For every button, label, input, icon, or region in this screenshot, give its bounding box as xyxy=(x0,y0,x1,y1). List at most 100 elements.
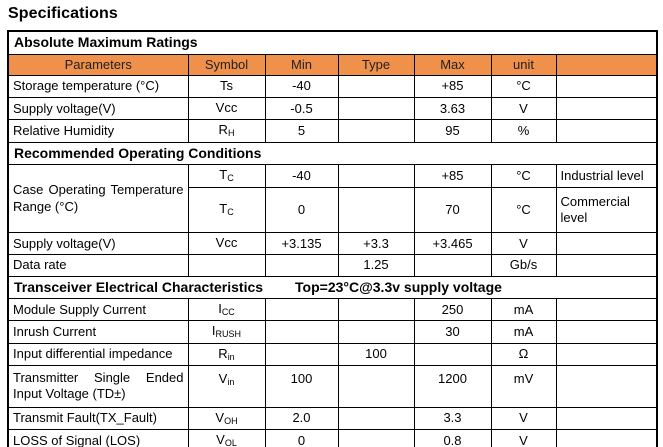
unit-cell: mA xyxy=(490,297,557,322)
max-cell: 3.3 xyxy=(413,406,492,431)
table-row-supply-voltage-roc: Supply voltage(V) Vcc +3.135 +3.3 +3.465… xyxy=(7,231,658,256)
min-cell: -40 xyxy=(264,74,339,99)
min-cell: 2.0 xyxy=(264,406,339,431)
type-cell: +3.3 xyxy=(337,231,415,256)
param-cell: Data rate xyxy=(7,254,189,277)
param-cell: Storage temperature (°C) xyxy=(7,74,189,99)
note-cell xyxy=(555,231,658,256)
specifications-table: Absolute Maximum Ratings Parameters Symb… xyxy=(7,30,659,447)
table-row-relative-humidity: Relative Humidity RH 5 95 % xyxy=(7,119,658,143)
min-cell xyxy=(264,320,339,344)
min-cell: 0 xyxy=(264,187,339,233)
symbol-cell: VOL xyxy=(187,429,266,447)
column-header-max: Max xyxy=(413,53,492,76)
section-title: Transceiver Electrical Characteristics To… xyxy=(7,275,658,299)
section-title-text: Transceiver Electrical Characteristics xyxy=(14,278,264,295)
type-cell xyxy=(337,96,415,121)
symbol-cell: Vcc xyxy=(187,96,266,121)
symbol-cell: RH xyxy=(187,119,266,143)
min-cell: 100 xyxy=(264,364,339,408)
section-header-transceiver-electrical-characteristics: Transceiver Electrical Characteristics To… xyxy=(7,275,658,299)
max-cell: +85 xyxy=(413,164,492,188)
table-row-supply-voltage-amr: Supply voltage(V) Vcc -0.5 3.63 V xyxy=(7,96,658,121)
min-cell: -40 xyxy=(264,164,339,188)
param-cell: Case Operating Temperature Range (°C) xyxy=(7,164,189,233)
max-cell: 70 xyxy=(413,187,492,233)
max-cell: +85 xyxy=(413,74,492,99)
note-cell xyxy=(555,364,658,408)
section-title: Absolute Maximum Ratings xyxy=(7,30,658,55)
symbol-cell: TC xyxy=(187,187,266,233)
unit-cell: Ω xyxy=(490,342,557,366)
type-cell xyxy=(337,164,415,188)
symbol-cell: Rin xyxy=(187,342,266,366)
column-header-type: Type xyxy=(337,53,415,76)
param-cell: Module Supply Current xyxy=(7,297,189,322)
note-cell xyxy=(555,297,658,322)
param-cell: Input differential impedance xyxy=(7,342,189,366)
note-cell: Commercial level xyxy=(555,187,658,233)
unit-cell: V xyxy=(490,429,557,447)
unit-cell: mA xyxy=(490,320,557,344)
column-header-unit: unit xyxy=(490,53,557,76)
note-cell xyxy=(555,74,658,99)
param-cell: Supply voltage(V) xyxy=(7,96,189,121)
min-cell: +3.135 xyxy=(264,231,339,256)
unit-cell: V xyxy=(490,406,557,431)
min-cell: 0 xyxy=(264,429,339,447)
symbol-cell: VOH xyxy=(187,406,266,431)
table-row-data-rate: Data rate 1.25 Gb/s xyxy=(7,254,658,277)
column-header-min: Min xyxy=(264,53,339,76)
type-cell: 1.25 xyxy=(337,254,415,277)
max-cell: 1200 xyxy=(413,364,492,408)
note-cell xyxy=(555,96,658,121)
section-header-recommended-operating-conditions: Recommended Operating Conditions xyxy=(7,141,658,165)
type-cell: 100 xyxy=(337,342,415,366)
unit-cell: V xyxy=(490,96,557,121)
symbol-cell: TC xyxy=(187,164,266,188)
column-header-row: Parameters Symbol Min Type Max unit xyxy=(7,53,658,76)
page-title: Specifications xyxy=(8,5,118,22)
table-row-loss-of-signal: LOSS of Signal (LOS) VOL 0 0.8 V xyxy=(7,429,658,447)
note-cell xyxy=(555,406,658,431)
param-cell: Relative Humidity xyxy=(7,119,189,143)
max-cell xyxy=(413,342,492,366)
min-cell xyxy=(264,342,339,366)
symbol-cell: IRUSH xyxy=(187,320,266,344)
section-condition-text: Top=23°C@3.3v supply voltage xyxy=(295,278,502,295)
type-cell xyxy=(337,364,415,408)
unit-cell: °C xyxy=(490,187,557,233)
note-cell: Industrial level xyxy=(555,164,658,188)
symbol-cell: Ts xyxy=(187,74,266,99)
unit-cell: °C xyxy=(490,164,557,188)
param-cell: Inrush Current xyxy=(7,320,189,344)
note-cell xyxy=(555,119,658,143)
section-title: Recommended Operating Conditions xyxy=(7,141,658,165)
symbol-cell: Vin xyxy=(187,364,266,408)
table-row-input-differential-impedance: Input differential impedance Rin 100 Ω xyxy=(7,342,658,366)
table-row-module-supply-current: Module Supply Current ICC 250 mA xyxy=(7,297,658,322)
column-header-parameters: Parameters xyxy=(7,53,189,76)
max-cell xyxy=(413,254,492,277)
param-cell: LOSS of Signal (LOS) xyxy=(7,429,189,447)
table-row-case-temp-industrial: Case Operating Temperature Range (°C) TC… xyxy=(7,164,658,233)
table-row-transmitter-input-voltage: Transmitter Single Ended Input Voltage (… xyxy=(7,364,658,408)
table-row-storage-temperature: Storage temperature (°C) Ts -40 +85 °C xyxy=(7,74,658,99)
note-cell xyxy=(555,342,658,366)
type-cell xyxy=(337,320,415,344)
note-cell xyxy=(555,254,658,277)
max-cell: 0.8 xyxy=(413,429,492,447)
min-cell: -0.5 xyxy=(264,96,339,121)
param-cell: Supply voltage(V) xyxy=(7,231,189,256)
max-cell: 95 xyxy=(413,119,492,143)
max-cell: 3.63 xyxy=(413,96,492,121)
note-cell xyxy=(555,320,658,344)
symbol-cell: Vcc xyxy=(187,231,266,256)
min-cell: 5 xyxy=(264,119,339,143)
table-row-transmit-fault: Transmit Fault(TX_Fault) VOH 2.0 3.3 V xyxy=(7,406,658,431)
unit-cell: °C xyxy=(490,74,557,99)
max-cell: +3.465 xyxy=(413,231,492,256)
table-row-case-temp-commercial: TC 0 70 °C Commercial level xyxy=(8,187,658,233)
column-header-note xyxy=(555,53,658,76)
section-header-absolute-maximum-ratings: Absolute Maximum Ratings xyxy=(7,30,658,55)
